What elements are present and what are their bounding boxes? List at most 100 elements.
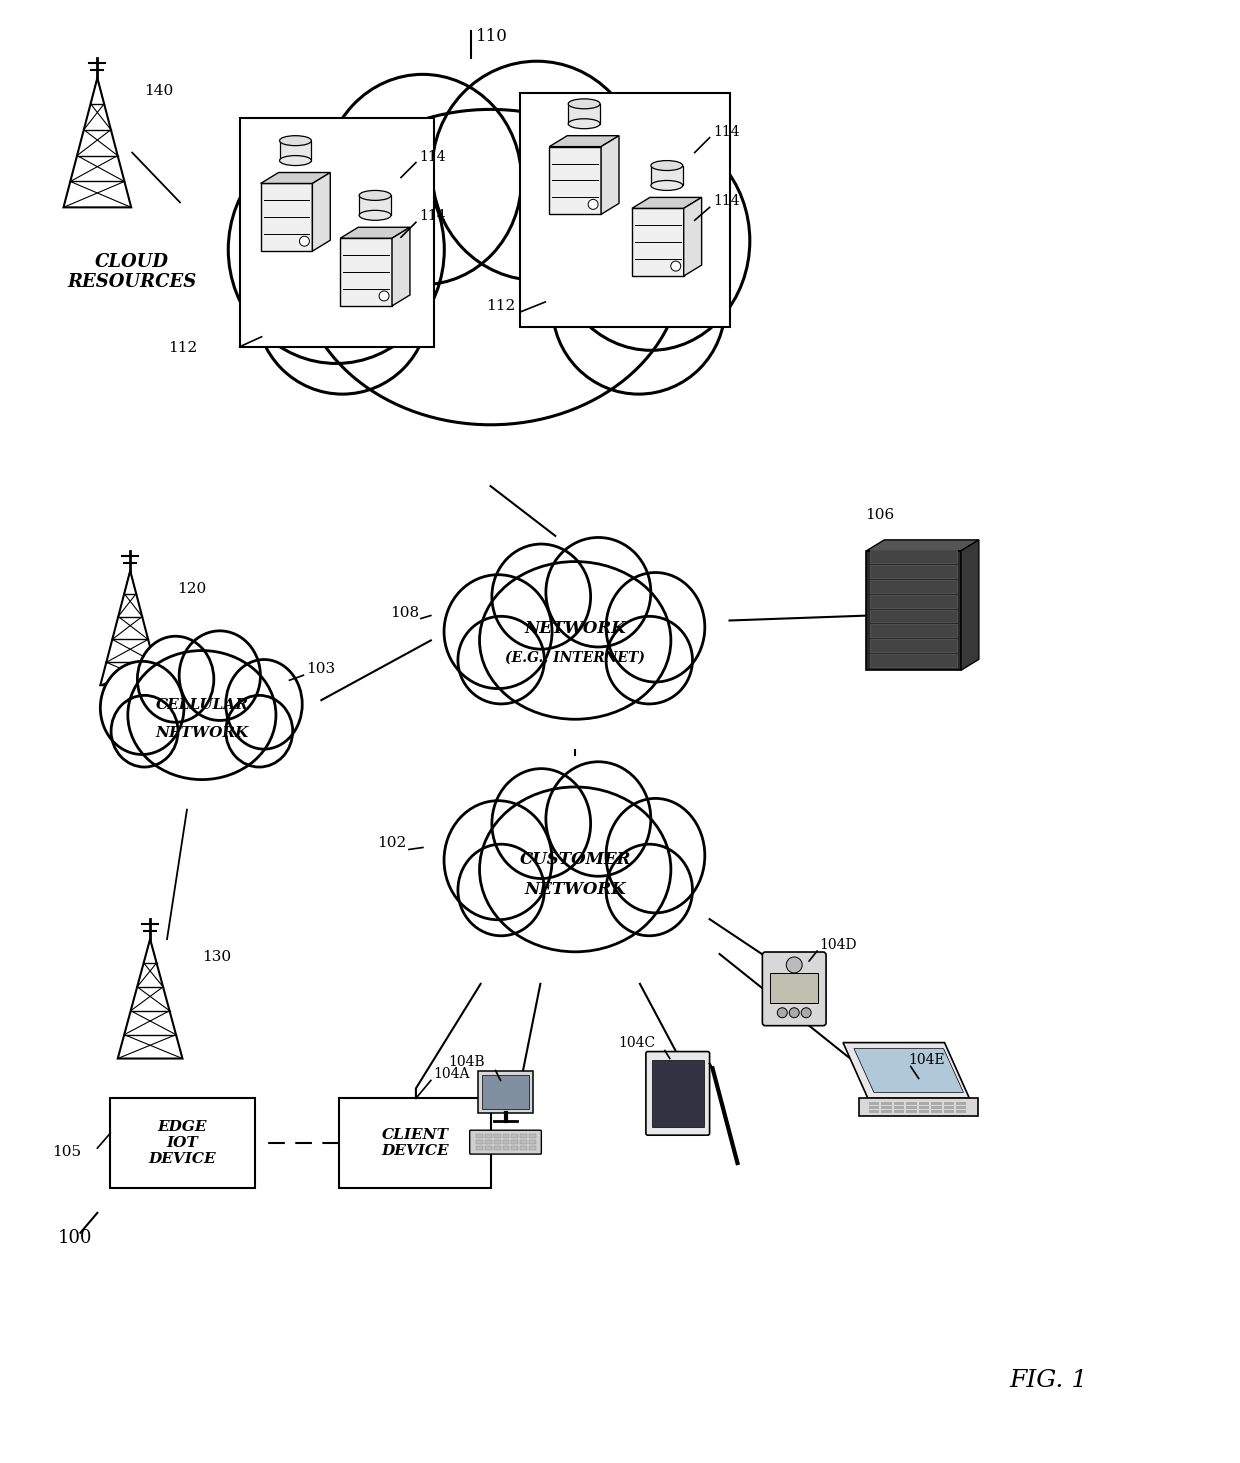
Ellipse shape — [568, 99, 600, 108]
Circle shape — [777, 1008, 787, 1018]
Bar — [511, 1146, 518, 1150]
Ellipse shape — [651, 180, 683, 190]
Ellipse shape — [100, 661, 184, 755]
Ellipse shape — [444, 575, 552, 689]
FancyBboxPatch shape — [521, 92, 729, 326]
Bar — [485, 1134, 491, 1138]
Bar — [494, 1140, 501, 1144]
Ellipse shape — [228, 136, 444, 363]
Ellipse shape — [492, 768, 590, 879]
FancyBboxPatch shape — [870, 625, 957, 638]
Text: 100: 100 — [57, 1229, 92, 1246]
Polygon shape — [549, 136, 619, 146]
Bar — [882, 1110, 892, 1113]
Text: 104D: 104D — [820, 938, 857, 952]
Text: 114: 114 — [419, 149, 445, 164]
Text: 104B: 104B — [449, 1055, 485, 1069]
Ellipse shape — [480, 562, 671, 720]
Polygon shape — [392, 227, 410, 306]
Ellipse shape — [568, 119, 600, 129]
FancyBboxPatch shape — [479, 1071, 533, 1113]
FancyBboxPatch shape — [482, 1075, 529, 1109]
Text: 130: 130 — [202, 949, 231, 964]
Ellipse shape — [651, 161, 683, 171]
Polygon shape — [632, 198, 702, 208]
Ellipse shape — [112, 695, 179, 767]
Polygon shape — [961, 540, 978, 670]
Text: (E.G., INTERNET): (E.G., INTERNET) — [505, 651, 645, 666]
Ellipse shape — [432, 61, 642, 281]
Text: 104C: 104C — [618, 1036, 655, 1049]
Ellipse shape — [324, 75, 522, 285]
FancyBboxPatch shape — [646, 1052, 709, 1135]
Bar — [944, 1106, 954, 1109]
Polygon shape — [260, 173, 330, 183]
Polygon shape — [568, 104, 600, 124]
Polygon shape — [843, 1043, 970, 1099]
Ellipse shape — [360, 211, 391, 221]
Bar — [485, 1146, 491, 1150]
Ellipse shape — [226, 695, 293, 767]
Bar — [919, 1110, 929, 1113]
Polygon shape — [340, 227, 410, 238]
Ellipse shape — [458, 844, 544, 936]
FancyBboxPatch shape — [652, 1059, 703, 1127]
Bar — [869, 1102, 879, 1105]
Ellipse shape — [299, 110, 682, 424]
Circle shape — [786, 957, 802, 973]
Bar — [502, 1146, 510, 1150]
Text: 110: 110 — [476, 28, 507, 45]
Bar — [476, 1134, 482, 1138]
Bar — [521, 1146, 527, 1150]
Ellipse shape — [552, 219, 725, 394]
FancyBboxPatch shape — [770, 973, 818, 1004]
Circle shape — [671, 260, 681, 271]
Ellipse shape — [128, 651, 277, 780]
Polygon shape — [867, 540, 978, 550]
Text: CELLULAR: CELLULAR — [155, 698, 248, 712]
Ellipse shape — [552, 132, 750, 350]
Bar — [529, 1134, 537, 1138]
Ellipse shape — [279, 136, 311, 146]
Bar — [869, 1110, 879, 1113]
FancyBboxPatch shape — [470, 1131, 542, 1154]
Ellipse shape — [180, 631, 260, 720]
Bar — [511, 1134, 518, 1138]
Bar — [521, 1134, 527, 1138]
Text: 104E: 104E — [909, 1052, 945, 1067]
Polygon shape — [601, 136, 619, 214]
FancyBboxPatch shape — [870, 579, 957, 593]
Bar — [931, 1102, 941, 1105]
Polygon shape — [279, 140, 311, 161]
Text: NETWORK: NETWORK — [155, 726, 248, 740]
Circle shape — [789, 1008, 800, 1018]
Ellipse shape — [492, 544, 590, 650]
Ellipse shape — [606, 616, 692, 704]
Bar — [485, 1140, 491, 1144]
FancyBboxPatch shape — [870, 550, 957, 563]
Polygon shape — [859, 1099, 978, 1116]
Polygon shape — [854, 1049, 963, 1093]
Text: CUSTOMER: CUSTOMER — [520, 851, 631, 868]
Text: 103: 103 — [306, 663, 336, 676]
Polygon shape — [867, 550, 961, 670]
Polygon shape — [651, 165, 683, 186]
Bar — [944, 1110, 954, 1113]
Polygon shape — [360, 196, 391, 215]
Text: CLIENT
DEVICE: CLIENT DEVICE — [381, 1128, 449, 1159]
Text: NETWORK: NETWORK — [525, 620, 626, 636]
Bar — [494, 1146, 501, 1150]
Bar — [511, 1140, 518, 1144]
Bar — [869, 1106, 879, 1109]
Circle shape — [379, 291, 389, 301]
Bar — [906, 1106, 916, 1109]
Circle shape — [299, 236, 310, 246]
Ellipse shape — [546, 537, 651, 647]
Bar — [476, 1140, 482, 1144]
Text: 140: 140 — [144, 83, 174, 98]
Bar — [882, 1102, 892, 1105]
Bar — [529, 1146, 537, 1150]
Text: EDGE
IOT
DEVICE: EDGE IOT DEVICE — [149, 1121, 216, 1166]
Bar — [956, 1106, 966, 1109]
Ellipse shape — [226, 660, 303, 749]
